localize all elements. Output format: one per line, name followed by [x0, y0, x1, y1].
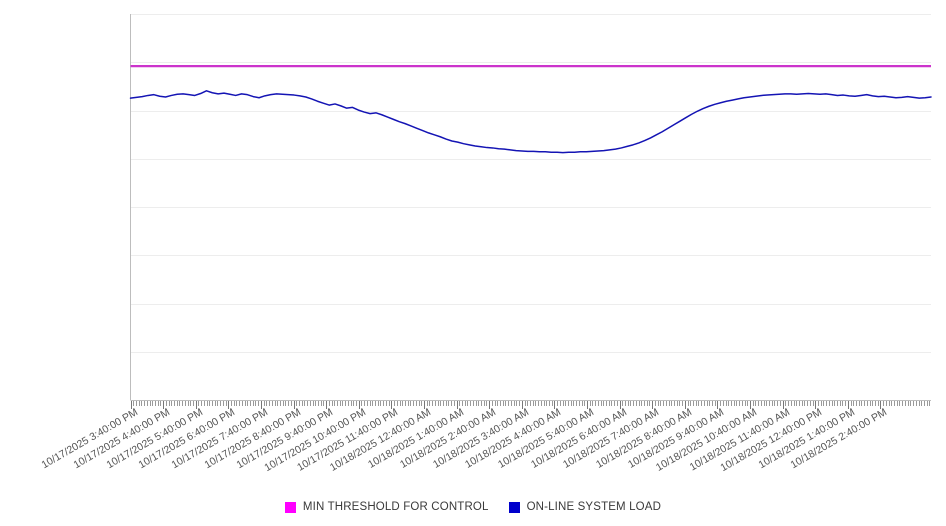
legend-swatch-magenta [284, 501, 296, 513]
chart-legend: MIN THRESHOLD FOR CONTROL ON-LINE SYSTEM… [0, 496, 946, 518]
x-axis-major-ticks [131, 401, 881, 409]
legend-item-min-threshold[interactable]: MIN THRESHOLD FOR CONTROL [284, 501, 489, 513]
chart-background [0, 0, 946, 496]
legend-label-min-threshold: MIN THRESHOLD FOR CONTROL [302, 501, 489, 513]
on-line-system-load-line [129, 90, 932, 154]
legend-item-online-system-load[interactable]: ON-LINE SYSTEM LOAD [508, 501, 662, 513]
legend-swatch-blue [508, 501, 520, 513]
x-axis-minor-ticks [131, 401, 930, 406]
legend-label-online-system-load: ON-LINE SYSTEM LOAD [526, 501, 662, 513]
